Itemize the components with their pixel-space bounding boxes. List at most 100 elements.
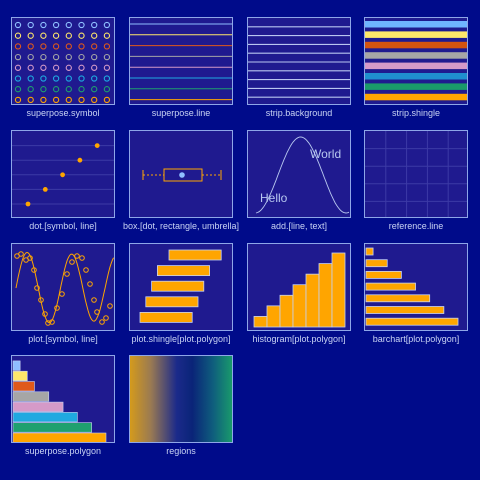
symbol-point (52, 21, 60, 29)
shingle-bar (151, 280, 205, 292)
barchart-bar (365, 270, 402, 279)
superpose-polygon-bar (12, 391, 50, 402)
shingle-band (365, 83, 467, 90)
plot-point (94, 309, 100, 315)
superpose-symbol-plot (14, 21, 111, 104)
histogram-bar (305, 273, 320, 328)
symbol-point (78, 96, 85, 104)
plot-point (59, 291, 65, 297)
symbol-point (65, 53, 72, 61)
symbol-point (103, 86, 111, 93)
barchart-bar (365, 259, 388, 268)
panel-label: add.[line, text] (270, 221, 328, 231)
symbol-point (40, 21, 47, 29)
plot-point (18, 251, 24, 257)
symbol-point (91, 21, 98, 29)
symbol-point (14, 75, 22, 82)
plot-point (49, 319, 55, 325)
histogram-bar (292, 284, 307, 328)
symbol-point (52, 53, 60, 61)
shingle-band (365, 73, 467, 80)
symbol-point (65, 96, 72, 104)
panel-label: strip.background (265, 108, 333, 118)
symbol-point (103, 96, 111, 104)
plot-point (87, 281, 93, 287)
superpose-polygon-bar (12, 360, 21, 371)
plot-symbol-line (14, 251, 114, 326)
symbol-point (65, 86, 72, 93)
symbol-point (52, 32, 60, 39)
symbol-point (27, 21, 34, 29)
symbol-point (14, 21, 22, 29)
histogram-bar (253, 316, 268, 328)
box-plot (142, 168, 222, 182)
symbol-point (78, 53, 85, 61)
plot-point (99, 319, 105, 325)
symbol-point (40, 53, 47, 61)
plot-point (83, 267, 89, 273)
symbol-point (65, 75, 72, 82)
symbol-point (103, 21, 111, 29)
dot-plot (12, 143, 114, 207)
symbol-point (27, 75, 34, 82)
symbol-point (78, 75, 85, 82)
barchart-bar (365, 317, 459, 326)
superpose-polygon-bar (12, 412, 78, 423)
symbol-point (78, 43, 85, 50)
symbol-point (27, 96, 34, 104)
plot-point (69, 259, 75, 265)
plot-point (38, 297, 44, 303)
shingle-band (365, 93, 467, 101)
barchart-plot (365, 247, 459, 326)
symbol-point (40, 43, 47, 50)
symbol-point (65, 32, 72, 39)
symbol-point (91, 86, 98, 93)
symbol-point (65, 21, 72, 29)
histogram-bar (318, 263, 333, 328)
strip-background-plot (248, 26, 350, 98)
plot-point (34, 285, 40, 291)
histogram-bar (266, 305, 281, 328)
plot-point (54, 305, 60, 311)
panel-label: regions (166, 446, 196, 456)
symbol-point (27, 32, 34, 39)
box-rectangle (163, 168, 203, 182)
dot-point (60, 172, 65, 178)
symbol-point (52, 75, 60, 82)
plot-line (15, 251, 114, 324)
plot-point (107, 303, 113, 309)
barchart-bar (365, 294, 431, 303)
symbol-point (91, 53, 98, 61)
superpose-polygon-bar (12, 370, 28, 381)
panel-label: dot.[symbol, line] (29, 221, 97, 231)
panel-label: superpose.line (151, 108, 211, 118)
panel-label: plot.shingle[plot.polygon] (131, 334, 231, 344)
symbol-point (40, 75, 47, 82)
shingle-band (365, 62, 467, 70)
add-line (255, 136, 350, 214)
dot-point (94, 143, 100, 148)
symbol-point (91, 75, 98, 82)
plot-point (74, 253, 80, 259)
shingle-bar (145, 296, 199, 308)
symbol-point (14, 86, 22, 93)
plot-shingle-plot (139, 249, 222, 323)
symbol-point (14, 43, 22, 50)
shingle-bar (156, 265, 211, 277)
median-dot (179, 172, 185, 178)
panel-label: barchart[plot.polygon] (372, 334, 460, 344)
shingle-bar (168, 249, 222, 261)
symbol-point (103, 75, 111, 82)
barchart-bar (365, 306, 445, 314)
symbol-point (14, 32, 22, 39)
shingle-band (365, 41, 467, 49)
symbol-point (103, 32, 111, 39)
symbol-point (78, 32, 85, 39)
dot-point (42, 187, 48, 192)
symbol-point (65, 43, 72, 50)
symbol-point (91, 43, 98, 50)
barchart-bar (365, 247, 374, 256)
symbol-point (52, 86, 60, 93)
superpose-polygon-plot (12, 360, 107, 442)
symbol-point (40, 64, 47, 71)
